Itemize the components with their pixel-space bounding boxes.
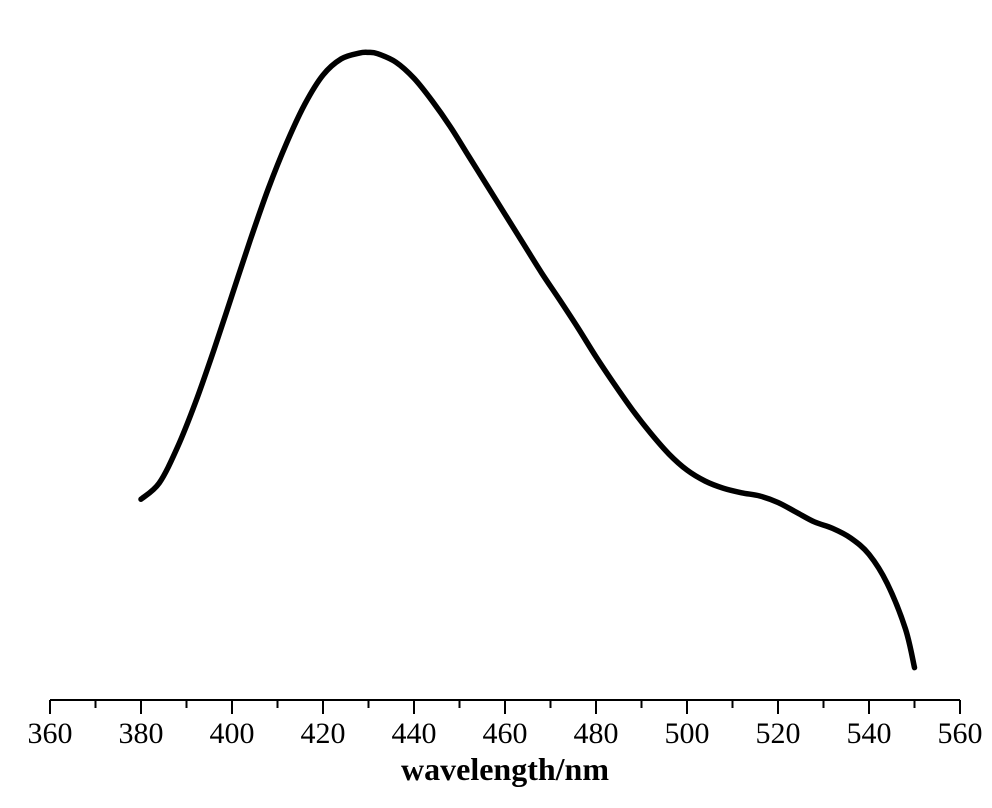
x-tick-label: 520 (756, 717, 801, 750)
x-tick-label: 400 (210, 717, 255, 750)
chart-svg: 360 380 400 420 440 460 480 500 520 540 560 wavele… (0, 0, 992, 808)
x-tick-label: 480 (574, 717, 619, 750)
x-tick-label: 440 (392, 717, 437, 750)
x-tick-label: 560 (938, 717, 983, 750)
x-tick-label: 420 (301, 717, 346, 750)
spectrum-curve (141, 52, 915, 667)
spectrum-chart: 360 380 400 420 440 460 480 500 520 540 560 wavele… (0, 0, 992, 808)
x-axis: 360 380 400 420 440 460 480 500 520 540 560 (28, 700, 983, 750)
x-tick-label: 360 (28, 717, 73, 750)
x-axis-title: wavelength/nm (401, 751, 609, 787)
x-tick-label: 500 (665, 717, 710, 750)
x-tick-label: 540 (847, 717, 892, 750)
x-tick-label: 380 (119, 717, 164, 750)
x-tick-label: 460 (483, 717, 528, 750)
